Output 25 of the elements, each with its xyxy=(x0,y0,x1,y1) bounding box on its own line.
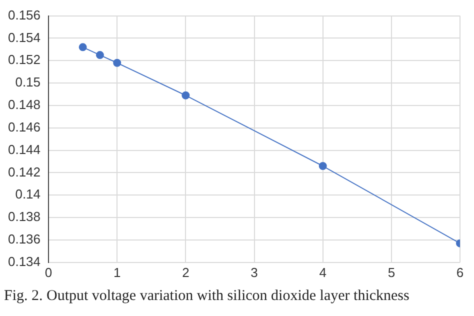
x-tick-label: 1 xyxy=(113,264,121,280)
y-tick-label: 0.154 xyxy=(8,30,41,45)
y-tick-label: 0.138 xyxy=(8,209,41,224)
y-tick-label: 0.148 xyxy=(8,97,41,112)
x-tick-label: 3 xyxy=(250,264,258,280)
y-tick-label: 0.152 xyxy=(8,52,41,68)
x-tick-label: 2 xyxy=(182,264,190,280)
y-tick-label: 0.156 xyxy=(8,7,41,22)
y-tick-label: 0.146 xyxy=(8,119,41,134)
point xyxy=(78,43,87,52)
y-tick-label: 0.136 xyxy=(8,232,41,247)
x-tick-label: 0 xyxy=(44,264,52,280)
point xyxy=(318,162,327,170)
y-tick-label: 0.15 xyxy=(15,74,41,90)
y-tick-label: 0.14 xyxy=(15,186,41,202)
y-tick-label: 0.142 xyxy=(8,164,41,180)
x-tick-label: 5 xyxy=(388,264,396,280)
x-tick-label: 4 xyxy=(319,264,326,280)
x-tick-label: 6 xyxy=(456,264,464,280)
point xyxy=(182,91,190,100)
y-tick-label: 0.144 xyxy=(8,142,41,157)
y-tick-label: 0.134 xyxy=(8,254,41,269)
point xyxy=(96,51,104,60)
caption: Fig. 2. Output voltage variation with silicon dioxide layer thickness xyxy=(3,287,410,305)
point xyxy=(113,58,122,67)
